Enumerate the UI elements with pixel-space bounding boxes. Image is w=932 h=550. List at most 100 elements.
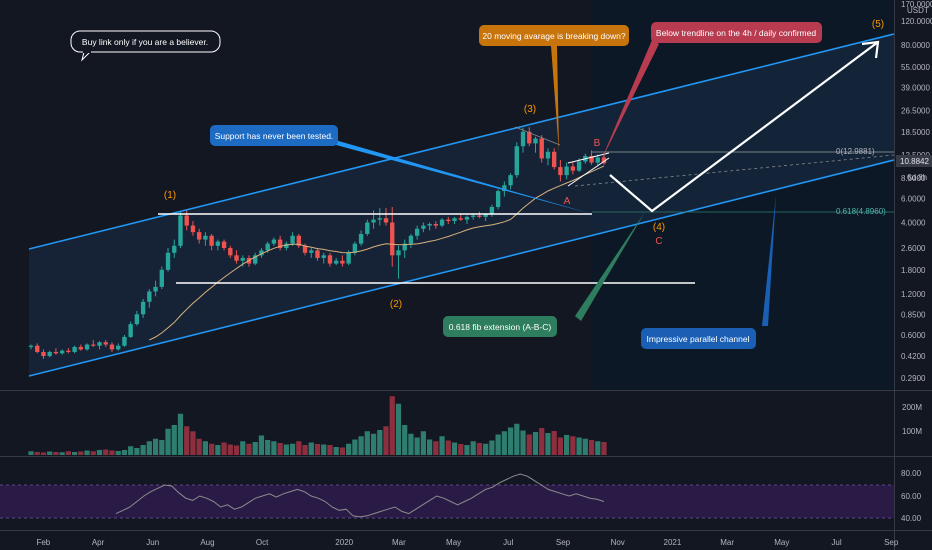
fib-extension-callout[interactable]: 0.618 fib extension (A-B-C) xyxy=(443,316,557,337)
volume-bar xyxy=(227,444,233,455)
volume-bar xyxy=(65,451,71,455)
volume-bar xyxy=(426,439,433,455)
candle-body xyxy=(464,216,470,220)
volume-bar xyxy=(308,442,314,455)
channel-note-text: Impressive parallel channel xyxy=(647,334,750,344)
price-axis[interactable]: 120.0000 80.0000 55.0000 39.0000 26.5000 18.5… xyxy=(901,17,932,383)
ma-20-line[interactable] xyxy=(149,165,605,341)
volume-bar xyxy=(570,436,576,455)
candle-body xyxy=(284,243,289,249)
time-axis-tick: May xyxy=(774,538,789,547)
trendline-callout[interactable]: Below trendline on the 4h / daily confir… xyxy=(651,22,822,43)
price-axis-tick: 26.5000 xyxy=(901,106,930,115)
candle-body xyxy=(147,291,152,302)
volume-bar xyxy=(240,441,246,455)
volume-bar xyxy=(321,444,327,455)
candle-body xyxy=(452,218,457,222)
candle-body xyxy=(271,239,277,244)
volume-bar xyxy=(601,442,607,455)
volume-bar xyxy=(40,452,47,455)
candle-body xyxy=(234,255,239,261)
volume-bars xyxy=(28,396,607,455)
candle-body xyxy=(365,222,370,234)
volume-bar xyxy=(470,441,476,455)
volume-bar xyxy=(78,451,84,455)
candle-body xyxy=(41,351,46,357)
volume-bar xyxy=(383,426,389,455)
candle-body xyxy=(558,167,563,176)
candle-body xyxy=(340,260,345,264)
trendline-lower[interactable] xyxy=(567,157,610,187)
current-price-tag[interactable]: 10.8842 xyxy=(896,155,932,167)
trendline-callout-pointer xyxy=(600,40,659,163)
volume-bar xyxy=(402,425,408,455)
candle-body xyxy=(290,235,295,244)
candle-body xyxy=(221,241,227,249)
candle-body xyxy=(327,255,333,264)
volume-bar xyxy=(327,445,333,455)
rsi-line[interactable] xyxy=(115,473,605,518)
candle-body xyxy=(240,257,245,261)
candle-body xyxy=(122,336,127,346)
moving-average-callout[interactable]: 20 moving avarage is breaking down? xyxy=(479,25,629,46)
volume-bar xyxy=(277,443,283,455)
time-axis-tick: 2020 xyxy=(335,538,353,547)
current-price-value: 10.8842 xyxy=(900,157,929,166)
volume-bar xyxy=(408,433,414,455)
support-callout[interactable]: Support has never been tested. xyxy=(210,125,338,146)
wave-3-trend-line xyxy=(514,126,561,146)
price-axis-tick: 18.5000 xyxy=(901,128,930,137)
candle-body xyxy=(414,228,420,236)
time-axis[interactable]: Feb Apr Jun Aug Oct 2020 Mar May Jul Sep Nov 2021 Ma… xyxy=(36,538,898,547)
forecast-path[interactable] xyxy=(609,41,879,213)
volume-bar xyxy=(53,452,59,455)
candle-body xyxy=(109,344,115,350)
volume-bar xyxy=(28,451,34,455)
trendline-upper[interactable] xyxy=(567,152,610,164)
candle-body xyxy=(390,222,395,256)
volume-bar xyxy=(84,450,90,455)
fib-level-0-label: 0(12.9881) xyxy=(836,147,875,156)
channel-callout[interactable]: Impressive parallel channel xyxy=(641,328,756,349)
candle-body xyxy=(371,219,376,223)
candle-body xyxy=(458,218,463,220)
candle-body xyxy=(66,350,71,352)
volume-bar xyxy=(507,427,514,455)
candle-body xyxy=(489,206,495,215)
candle-body xyxy=(396,250,401,256)
buy-link-callout[interactable]: Buy link only if you are a believer. xyxy=(70,30,221,62)
candle-body xyxy=(514,146,519,176)
volume-bar xyxy=(246,443,252,455)
volume-bar xyxy=(34,452,40,455)
candle-body xyxy=(228,248,233,256)
volume-bar xyxy=(134,448,140,455)
candle-body xyxy=(421,225,426,229)
volume-bar xyxy=(352,439,358,455)
price-axis-tick: 4.0000 xyxy=(901,219,926,228)
price-axis-tick: 80.0000 xyxy=(901,41,930,50)
channel-lower-line[interactable] xyxy=(28,159,895,377)
volume-bar xyxy=(489,440,495,455)
moving-average-text: 20 moving avarage is breaking down? xyxy=(482,31,625,41)
volume-bar xyxy=(96,450,103,455)
volume-bar xyxy=(171,425,177,455)
time-axis-tick: May xyxy=(446,538,461,547)
time-axis-tick: Apr xyxy=(92,538,105,547)
rsi-band xyxy=(0,485,894,518)
trendline-note-text: Below trendline on the 4h / daily confir… xyxy=(656,28,816,38)
volume-bar xyxy=(520,430,526,455)
time-axis-tick: Aug xyxy=(200,538,214,547)
channel-upper-line[interactable] xyxy=(28,33,895,250)
volume-bar xyxy=(71,452,78,455)
volume-bar xyxy=(215,445,221,455)
volume-bar xyxy=(177,413,184,455)
price-axis-tick: 8.5000 xyxy=(901,174,926,183)
volume-bar xyxy=(358,436,364,455)
volume-bar xyxy=(346,443,352,455)
volume-bar xyxy=(296,441,302,455)
candle-body xyxy=(483,214,488,217)
candle-body xyxy=(209,235,214,246)
candle-body xyxy=(402,243,407,251)
forecast-arrowhead xyxy=(861,40,880,59)
